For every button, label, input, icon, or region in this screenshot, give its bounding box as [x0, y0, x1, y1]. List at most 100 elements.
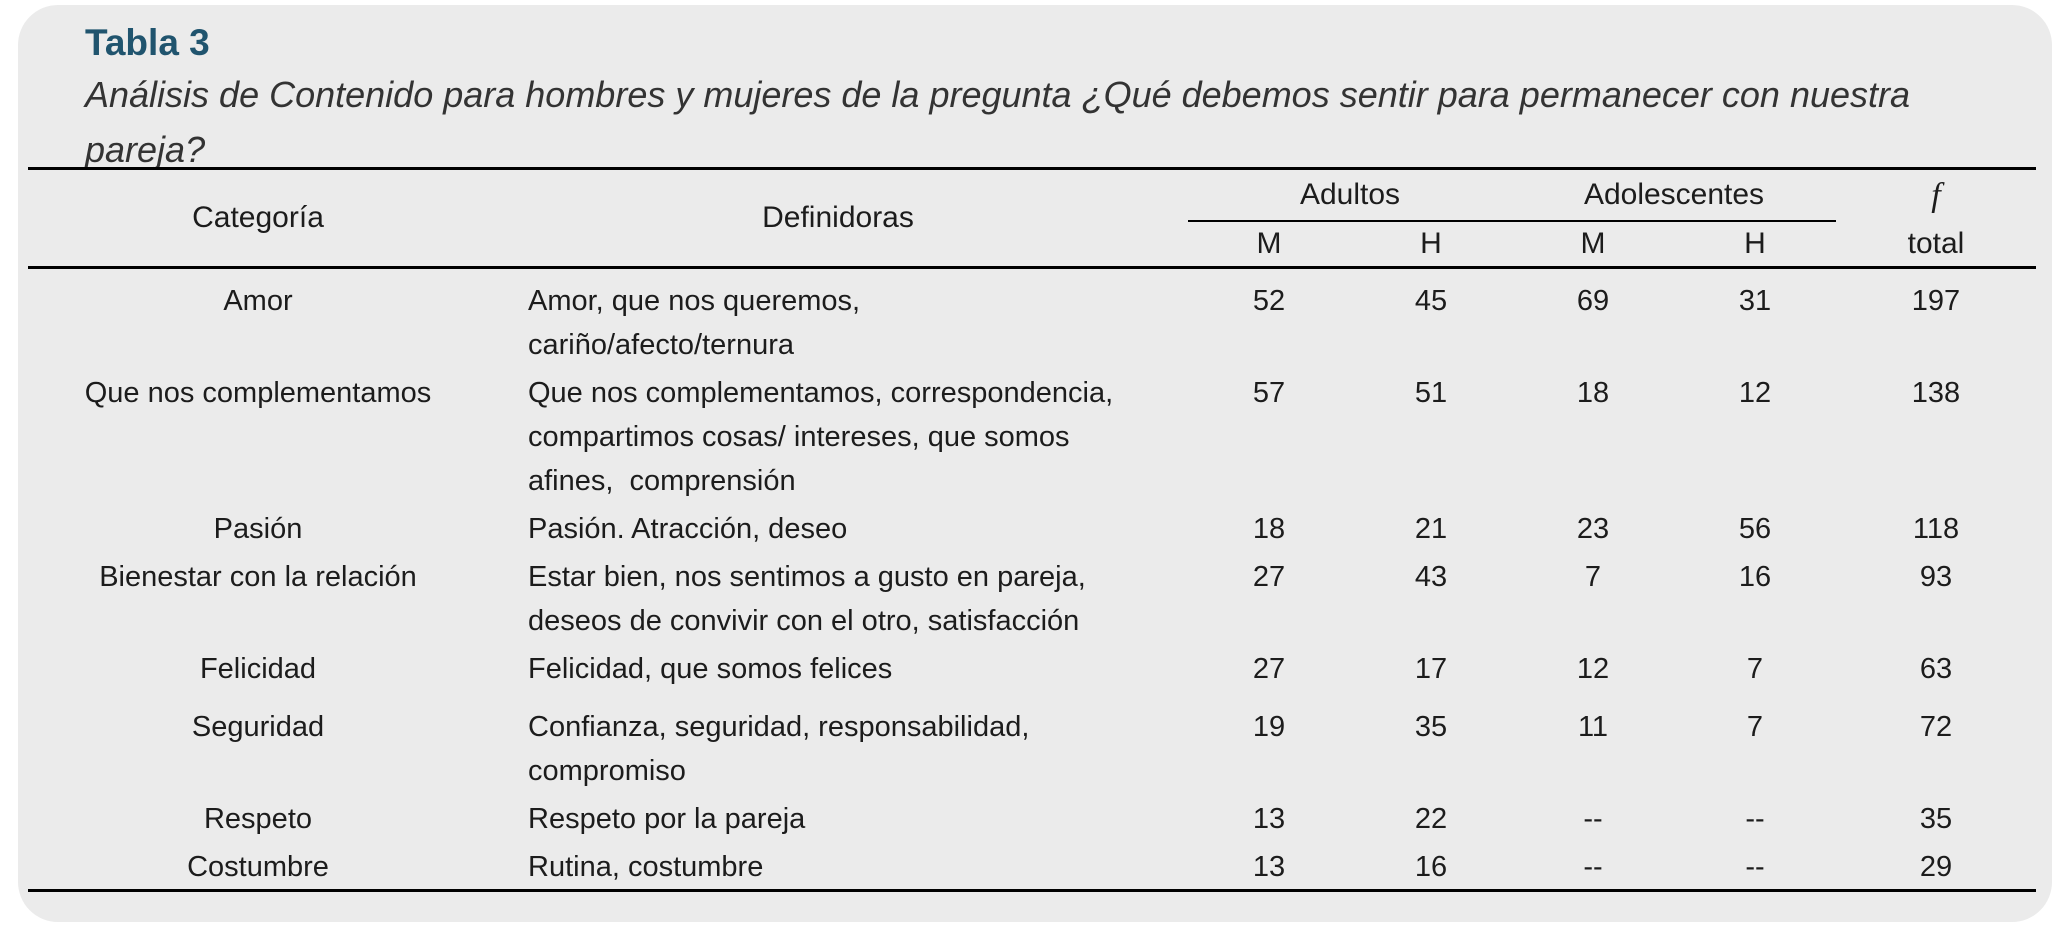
cell-f-total: 197 [1911, 285, 1961, 317]
group-header-adolescentes: Adolescentes [1583, 178, 1765, 211]
table-label: Tabla 3 [85, 22, 210, 63]
cell-categoria: Pasión [213, 513, 303, 545]
column-header-categoria: Categoría [192, 201, 324, 234]
cell-adultos-h: 51 [1414, 377, 1448, 409]
cell-adolescentes-m: -- [1583, 803, 1603, 835]
cell-adultos-h: 35 [1414, 711, 1448, 743]
column-header-definidoras: Definidoras [762, 201, 914, 234]
cell-adolescentes-m: 12 [1576, 653, 1610, 685]
definidoras-line: deseos de convivir con el otro, satisfac… [528, 605, 1080, 637]
cell-f-total: 93 [1919, 561, 1953, 593]
cell-categoria: Bienestar con la relación [99, 561, 417, 593]
group-header-adultos: Adultos [1299, 178, 1401, 211]
table-row-costumbre: Costumbre Rutina, costumbre 13 16 -- -- … [28, 845, 2036, 889]
definidoras-line: Amor, que nos queremos, [528, 285, 861, 317]
cell-adolescentes-m: 11 [1577, 711, 1609, 743]
table-caption-line-2: pareja? [85, 129, 206, 170]
cell-categoria: Seguridad [191, 711, 325, 743]
cell-adultos-m: 18 [1252, 513, 1286, 545]
cell-adultos-h: 45 [1414, 285, 1448, 317]
definidoras-line: Que nos complementamos, correspondencia, [528, 377, 1114, 409]
definidoras-line: compromiso [528, 755, 686, 787]
column-header-total: total [1907, 227, 1965, 260]
table-row-que-nos-complementamos: Que nos complementamos Que nos complemen… [28, 371, 2036, 503]
subheader-adultos-h: H [1420, 227, 1442, 260]
cell-adolescentes-h: 56 [1738, 513, 1772, 545]
definidoras-line: afines, comprensión [528, 465, 796, 497]
table-row-amor: Amor Amor, que nos queremos, cariño/afec… [28, 279, 2036, 367]
table-row-respeto: Respeto Respeto por la pareja 13 22 -- -… [28, 797, 2036, 841]
cell-definidoras: Respeto por la pareja [488, 797, 1188, 841]
cell-adolescentes-h: 31 [1738, 285, 1772, 317]
content-analysis-table: Categoría Definidoras Adultos Adolescent… [28, 167, 2036, 892]
cell-definidoras: Rutina, costumbre [488, 845, 1188, 889]
cell-categoria: Que nos complementamos [84, 377, 432, 409]
column-header-f-total: f total [1836, 170, 2036, 266]
definidoras-line: compartimos cosas/ intereses, que somos [528, 421, 1070, 453]
cell-categoria: Amor [223, 285, 293, 317]
subheader-adolescentes-h: H [1744, 227, 1766, 260]
definidoras-line: Felicidad, que somos felices [528, 653, 893, 685]
cell-f-total: 118 [1912, 513, 1960, 545]
cell-adultos-h: 21 [1414, 513, 1448, 545]
group-header-wrap: Adultos Adolescentes M H M H [1188, 170, 1836, 266]
cell-adolescentes-h: -- [1745, 803, 1765, 835]
cell-adultos-m: 27 [1252, 561, 1286, 593]
cell-categoria: Costumbre [187, 851, 329, 883]
cell-adolescentes-h: -- [1745, 851, 1765, 883]
cell-f-total: 29 [1919, 851, 1953, 883]
cell-f-total: 35 [1919, 803, 1953, 835]
cell-adultos-h: 43 [1414, 561, 1448, 593]
cell-adolescentes-m: 18 [1576, 377, 1610, 409]
cell-adolescentes-m: 69 [1576, 285, 1610, 317]
cell-adultos-m: 52 [1252, 285, 1286, 317]
cell-definidoras: Amor, que nos queremos, cariño/afecto/te… [488, 279, 1188, 367]
table-row-felicidad: Felicidad Felicidad, que somos felices 2… [28, 647, 2036, 691]
title-block: Tabla 3 Análisis de Contenido para hombr… [18, 5, 2052, 177]
table-row-seguridad: Seguridad Confianza, seguridad, responsa… [28, 705, 2036, 793]
definidoras-line: Pasión. Atracción, deseo [528, 513, 848, 545]
definidoras-line: cariño/afecto/ternura [528, 329, 794, 361]
cell-adultos-m: 13 [1252, 803, 1286, 835]
cell-f-total: 63 [1919, 653, 1953, 685]
table-card: Tabla 3 Análisis de Contenido para hombr… [18, 5, 2052, 922]
subheader-row: M H M H [1188, 222, 1836, 266]
table-caption-line-1: Análisis de Contenido para hombres y muj… [85, 74, 1911, 115]
cell-adultos-m: 57 [1252, 377, 1286, 409]
cell-categoria: Respeto [203, 803, 312, 835]
cell-adolescentes-m: -- [1583, 851, 1603, 883]
table-header: Categoría Definidoras Adultos Adolescent… [28, 167, 2036, 269]
cell-adolescentes-m: 7 [1584, 561, 1602, 593]
cell-adolescentes-h: 7 [1746, 711, 1764, 743]
definidoras-line: Confianza, seguridad, responsabilidad, [528, 711, 1030, 743]
subheader-adultos-m: M [1256, 227, 1282, 260]
cell-adultos-h: 22 [1414, 803, 1448, 835]
cell-definidoras: Pasión. Atracción, deseo [488, 507, 1188, 551]
definidoras-line: Rutina, costumbre [528, 851, 764, 883]
cell-adultos-m: 19 [1252, 711, 1286, 743]
cell-f-total: 138 [1911, 377, 1961, 409]
cell-adolescentes-h: 7 [1746, 653, 1764, 685]
cell-adultos-h: 17 [1414, 653, 1448, 685]
cell-adolescentes-m: 23 [1576, 513, 1610, 545]
cell-adultos-m: 27 [1252, 653, 1286, 685]
cell-f-total: 72 [1919, 711, 1953, 743]
definidoras-line: Respeto por la pareja [528, 803, 806, 835]
definidoras-line: Estar bien, nos sentimos a gusto en pare… [528, 561, 1086, 593]
group-header-row: Adultos Adolescentes [1188, 170, 1836, 222]
cell-adultos-m: 13 [1252, 851, 1286, 883]
cell-adolescentes-h: 12 [1738, 377, 1772, 409]
cell-adultos-h: 16 [1414, 851, 1448, 883]
cell-definidoras: Que nos complementamos, correspondencia,… [488, 371, 1188, 503]
cell-definidoras: Confianza, seguridad, responsabilidad, c… [488, 705, 1188, 793]
column-header-f: f [1931, 177, 1941, 214]
cell-definidoras: Estar bien, nos sentimos a gusto en pare… [488, 555, 1188, 643]
table-body: Amor Amor, que nos queremos, cariño/afec… [28, 269, 2036, 892]
subheader-adolescentes-m: M [1580, 227, 1606, 260]
table-row-bienestar: Bienestar con la relación Estar bien, no… [28, 555, 2036, 643]
cell-adolescentes-h: 16 [1738, 561, 1772, 593]
table-row-pasion: Pasión Pasión. Atracción, deseo 18 21 23… [28, 507, 2036, 551]
cell-definidoras: Felicidad, que somos felices [488, 647, 1188, 691]
cell-categoria: Felicidad [199, 653, 317, 685]
